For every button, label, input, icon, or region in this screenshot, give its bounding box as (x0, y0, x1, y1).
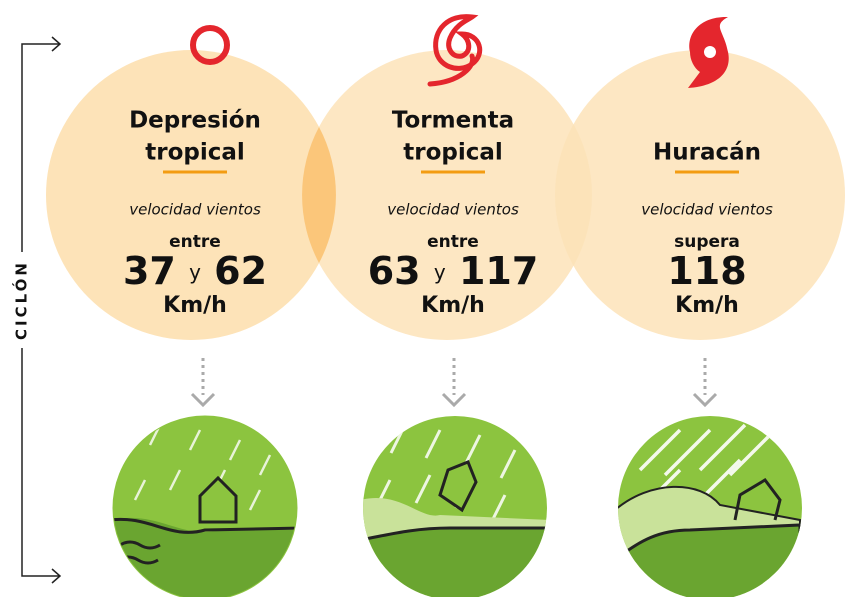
joiner: y (434, 260, 446, 284)
speed-value: 117 (459, 249, 538, 293)
unit: Km/h (675, 293, 739, 318)
speed-value: 62 (214, 249, 267, 293)
caption: velocidad vientos (641, 201, 773, 219)
unit: Km/h (421, 293, 485, 318)
page: CICLÓN Depresión tropical velocidad viento… (0, 0, 851, 597)
speed-value: 118 (667, 249, 746, 293)
joiner: y (189, 260, 201, 284)
arrows (192, 358, 716, 405)
side-label: CICLÓN (12, 260, 31, 340)
scene-storm (350, 410, 560, 597)
speed-range: 118 (667, 249, 746, 293)
stage-title: Huracán (653, 140, 761, 166)
stage-title: tropical (145, 140, 245, 166)
icon-eye (704, 46, 716, 58)
stage-title: Depresión (129, 108, 261, 134)
caption: velocidad vientos (387, 201, 519, 219)
stage-title: Tormenta (392, 108, 514, 134)
scene-hurricane (605, 410, 820, 597)
speed-value: 37 (123, 249, 176, 293)
speed-value: 63 (368, 249, 421, 293)
scene-depression (100, 410, 310, 597)
infographic: CICLÓN Depresión tropical velocidad viento… (0, 0, 851, 597)
unit: Km/h (163, 293, 227, 318)
speed-range: 63 y 117 (368, 249, 539, 293)
stage-title: tropical (403, 140, 503, 166)
caption: velocidad vientos (129, 201, 261, 219)
